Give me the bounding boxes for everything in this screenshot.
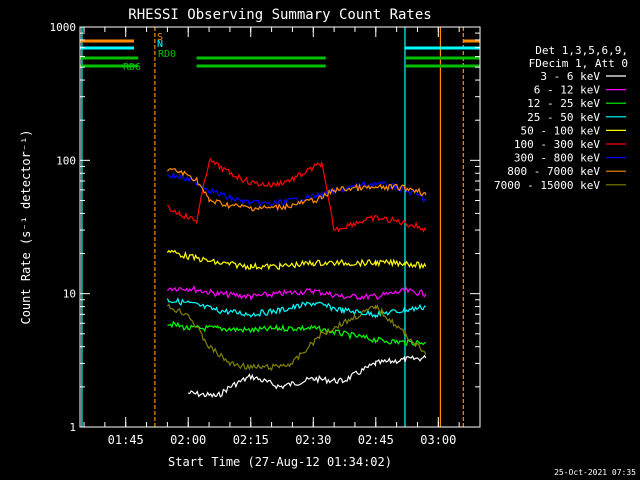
x-axis-ticks: 01:45 02:00 02:15 02:30 02:45 03:00: [83, 27, 481, 447]
series-line: [166, 249, 427, 271]
marker-lines: [81, 27, 464, 427]
timestamp-footer: 25-Oct-2021 07:35: [554, 468, 636, 477]
y-tick-label: 10: [63, 288, 76, 301]
x-axis-label: Start Time (27-Aug-12 01:34:02): [168, 455, 392, 469]
legend: Det 1,3,5,6,9,FDecim 1, Att 03 - 6 keV6 …: [494, 44, 628, 192]
y-axis-ticks: 1 10 100 1000: [50, 21, 480, 434]
series-line: [166, 285, 427, 301]
series-line: [187, 354, 427, 398]
flag-label: S: [157, 32, 163, 43]
y-axis-label: Count Rate (s⁻¹ detector⁻¹): [19, 129, 33, 324]
series-line: [166, 297, 426, 319]
legend-header: Det 1,3,5,6,9,: [535, 44, 628, 57]
flag-label: RD6: [123, 62, 141, 73]
legend-header: FDecim 1, Att 0: [529, 57, 628, 70]
legend-label: 7000 - 15000 keV: [494, 179, 600, 192]
series-line: [166, 303, 427, 372]
chart-title: RHESSI Observing Summary Count Rates: [128, 7, 431, 23]
legend-label: 800 - 7000 keV: [507, 165, 600, 178]
series-group: [166, 157, 427, 398]
flag-label: N: [157, 39, 163, 50]
x-tick-label: 02:00: [170, 433, 206, 447]
x-tick-label: 02:15: [233, 433, 269, 447]
series-line: [167, 320, 426, 347]
y-tick-label: 1: [69, 421, 76, 434]
legend-label: 300 - 800 keV: [514, 152, 600, 165]
y-tick-label: 1000: [50, 21, 77, 34]
plot-frame: [79, 26, 481, 428]
series-line: [166, 157, 427, 233]
legend-label: 12 - 25 keV: [527, 97, 600, 110]
series-line: [167, 171, 427, 208]
flag-label: RD0: [158, 49, 176, 60]
legend-label: 25 - 50 keV: [527, 111, 600, 124]
legend-label: 100 - 300 keV: [514, 138, 600, 151]
legend-label: 6 - 12 keV: [534, 84, 601, 97]
x-tick-label: 03:00: [420, 433, 456, 447]
legend-label: 50 - 100 keV: [521, 124, 601, 137]
x-tick-label: 02:30: [295, 433, 331, 447]
y-tick-label: 100: [56, 154, 76, 167]
legend-label: 3 - 6 keV: [540, 70, 600, 83]
series-line: [166, 167, 427, 212]
x-tick-label: 01:45: [108, 433, 144, 447]
x-tick-label: 02:45: [358, 433, 394, 447]
